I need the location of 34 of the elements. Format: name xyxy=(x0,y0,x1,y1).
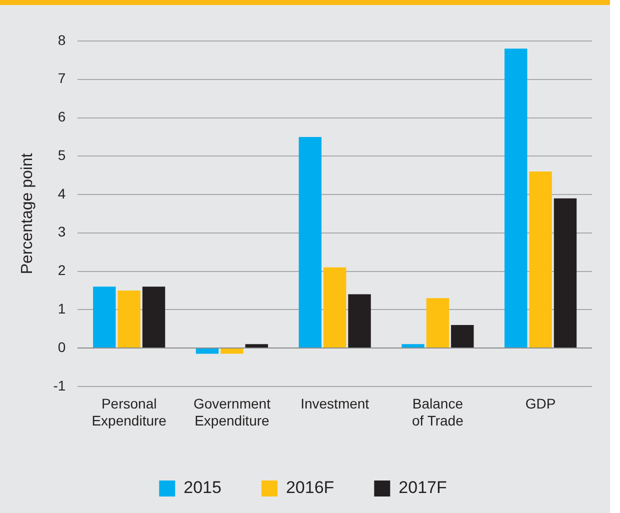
bar xyxy=(298,136,322,348)
bar xyxy=(142,286,166,348)
bar xyxy=(93,286,116,348)
bar xyxy=(348,294,371,348)
y-tick-label: 5 xyxy=(58,146,66,163)
y-axis-title: Percentage point xyxy=(19,152,36,274)
bar xyxy=(426,298,450,348)
bar xyxy=(402,344,424,348)
bar xyxy=(529,171,552,348)
y-tick-label: 8 xyxy=(58,32,66,48)
bar xyxy=(196,348,219,354)
bar xyxy=(554,198,577,348)
bar xyxy=(504,48,528,348)
y-tick-label: 2 xyxy=(58,262,66,278)
x-tick-label: GDP xyxy=(525,396,556,412)
legend-label: 2015 xyxy=(184,478,222,498)
bar xyxy=(245,344,268,348)
y-tick-label: 7 xyxy=(58,70,66,86)
x-tick-label: Balance of Trade xyxy=(412,396,464,428)
y-tick-label: -1 xyxy=(53,377,66,394)
y-tick-label: 0 xyxy=(58,338,66,355)
legend-label: 2016F xyxy=(286,478,334,498)
bar xyxy=(323,267,346,348)
bar xyxy=(220,348,244,354)
bar xyxy=(451,324,474,348)
bar xyxy=(118,290,140,348)
y-tick-label: 1 xyxy=(58,300,66,317)
x-tick-label: Personal Expenditure xyxy=(92,396,167,428)
y-tick-label: 6 xyxy=(58,108,66,125)
y-tick-label: 4 xyxy=(58,185,66,202)
x-tick-label: Government Expenditure xyxy=(193,396,271,428)
y-tick-label: 3 xyxy=(58,224,66,240)
legend-label: 2017F xyxy=(398,478,447,498)
x-tick-label: Investment xyxy=(300,396,370,412)
